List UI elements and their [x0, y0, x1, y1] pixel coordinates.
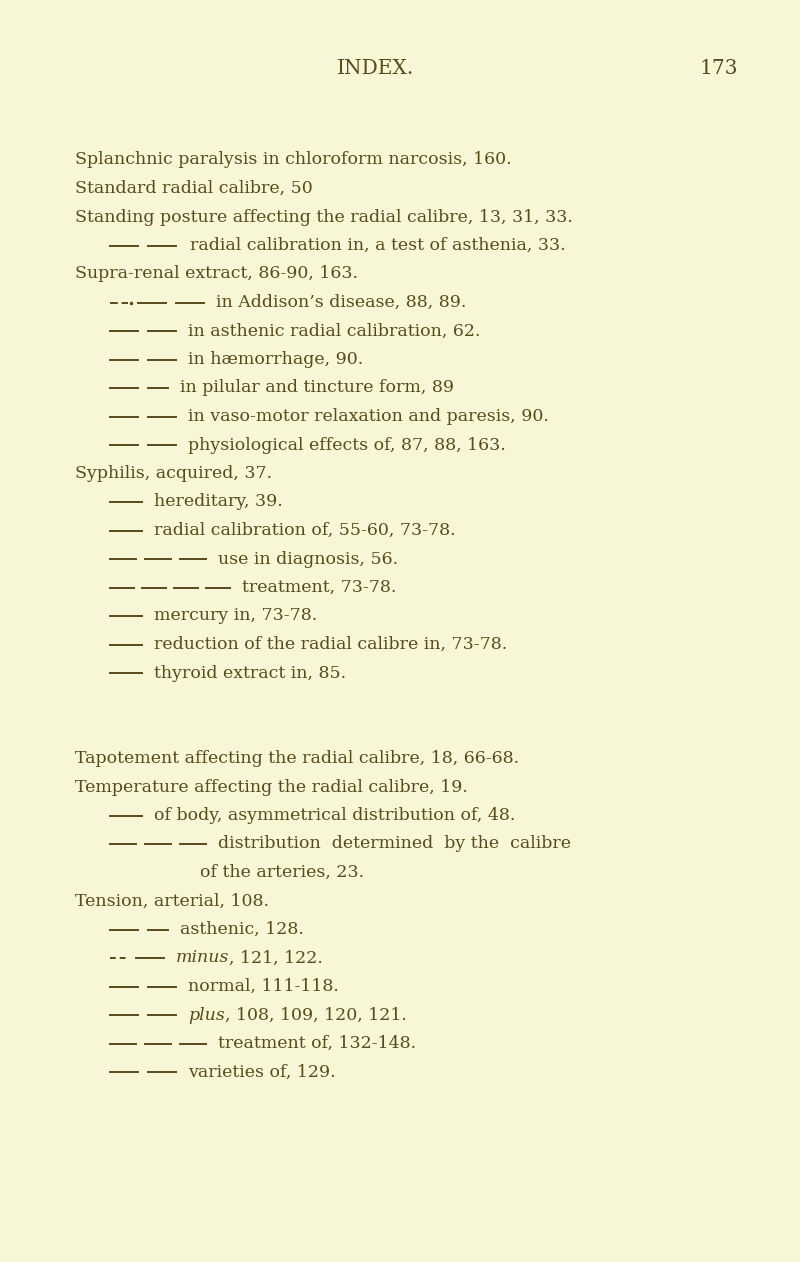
Text: radial calibration in, a test of asthenia, 33.: radial calibration in, a test of astheni… [190, 237, 566, 254]
Text: distribution  determined  by the  calibre: distribution determined by the calibre [218, 835, 571, 853]
Text: asthenic, 128.: asthenic, 128. [180, 921, 304, 938]
Text: of body, asymmetrical distribution of, 48.: of body, asymmetrical distribution of, 4… [154, 806, 515, 824]
Text: mercury in, 73-78.: mercury in, 73-78. [154, 607, 318, 625]
Text: INDEX.: INDEX. [338, 58, 414, 77]
Text: Standing posture affecting the radial calibre, 13, 31, 33.: Standing posture affecting the radial ca… [75, 208, 573, 226]
Text: normal, 111-118.: normal, 111-118. [188, 978, 339, 994]
Text: 173: 173 [700, 58, 738, 77]
Text: Tapotement affecting the radial calibre, 18, 66-68.: Tapotement affecting the radial calibre,… [75, 750, 519, 767]
Text: plus: plus [188, 1007, 225, 1023]
Text: in vaso-motor relaxation and paresis, 90.: in vaso-motor relaxation and paresis, 90… [188, 408, 549, 425]
Text: in pilular and tincture form, 89: in pilular and tincture form, 89 [180, 380, 454, 396]
Text: in asthenic radial calibration, 62.: in asthenic radial calibration, 62. [188, 323, 481, 339]
Text: radial calibration of, 55-60, 73-78.: radial calibration of, 55-60, 73-78. [154, 522, 456, 539]
Text: of the arteries, 23.: of the arteries, 23. [200, 864, 364, 881]
Text: Syphilis, acquired, 37.: Syphilis, acquired, 37. [75, 464, 272, 482]
Text: reduction of the radial calibre in, 73-78.: reduction of the radial calibre in, 73-7… [154, 636, 507, 652]
Text: Standard radial calibre, 50: Standard radial calibre, 50 [75, 180, 313, 197]
Text: , 121, 122.: , 121, 122. [230, 949, 323, 967]
Text: treatment of, 132-148.: treatment of, 132-148. [218, 1035, 416, 1053]
Text: minus: minus [176, 949, 230, 967]
Text: in Addison’s disease, 88, 89.: in Addison’s disease, 88, 89. [216, 294, 466, 310]
Text: Splanchnic paralysis in chloroform narcosis, 160.: Splanchnic paralysis in chloroform narco… [75, 151, 512, 169]
Text: Temperature affecting the radial calibre, 19.: Temperature affecting the radial calibre… [75, 779, 468, 795]
Text: Tension, arterial, 108.: Tension, arterial, 108. [75, 892, 269, 910]
Text: varieties of, 129.: varieties of, 129. [188, 1064, 336, 1080]
Text: thyroid extract in, 85.: thyroid extract in, 85. [154, 665, 346, 681]
Text: hereditary, 39.: hereditary, 39. [154, 493, 282, 511]
Text: use in diagnosis, 56.: use in diagnosis, 56. [218, 550, 398, 568]
Text: , 108, 109, 120, 121.: , 108, 109, 120, 121. [225, 1007, 406, 1023]
Text: treatment, 73-78.: treatment, 73-78. [242, 579, 396, 596]
Text: in hæmorrhage, 90.: in hæmorrhage, 90. [188, 351, 363, 369]
Text: physiological effects of, 87, 88, 163.: physiological effects of, 87, 88, 163. [188, 437, 506, 453]
Text: Supra-renal extract, 86-90, 163.: Supra-renal extract, 86-90, 163. [75, 265, 358, 283]
